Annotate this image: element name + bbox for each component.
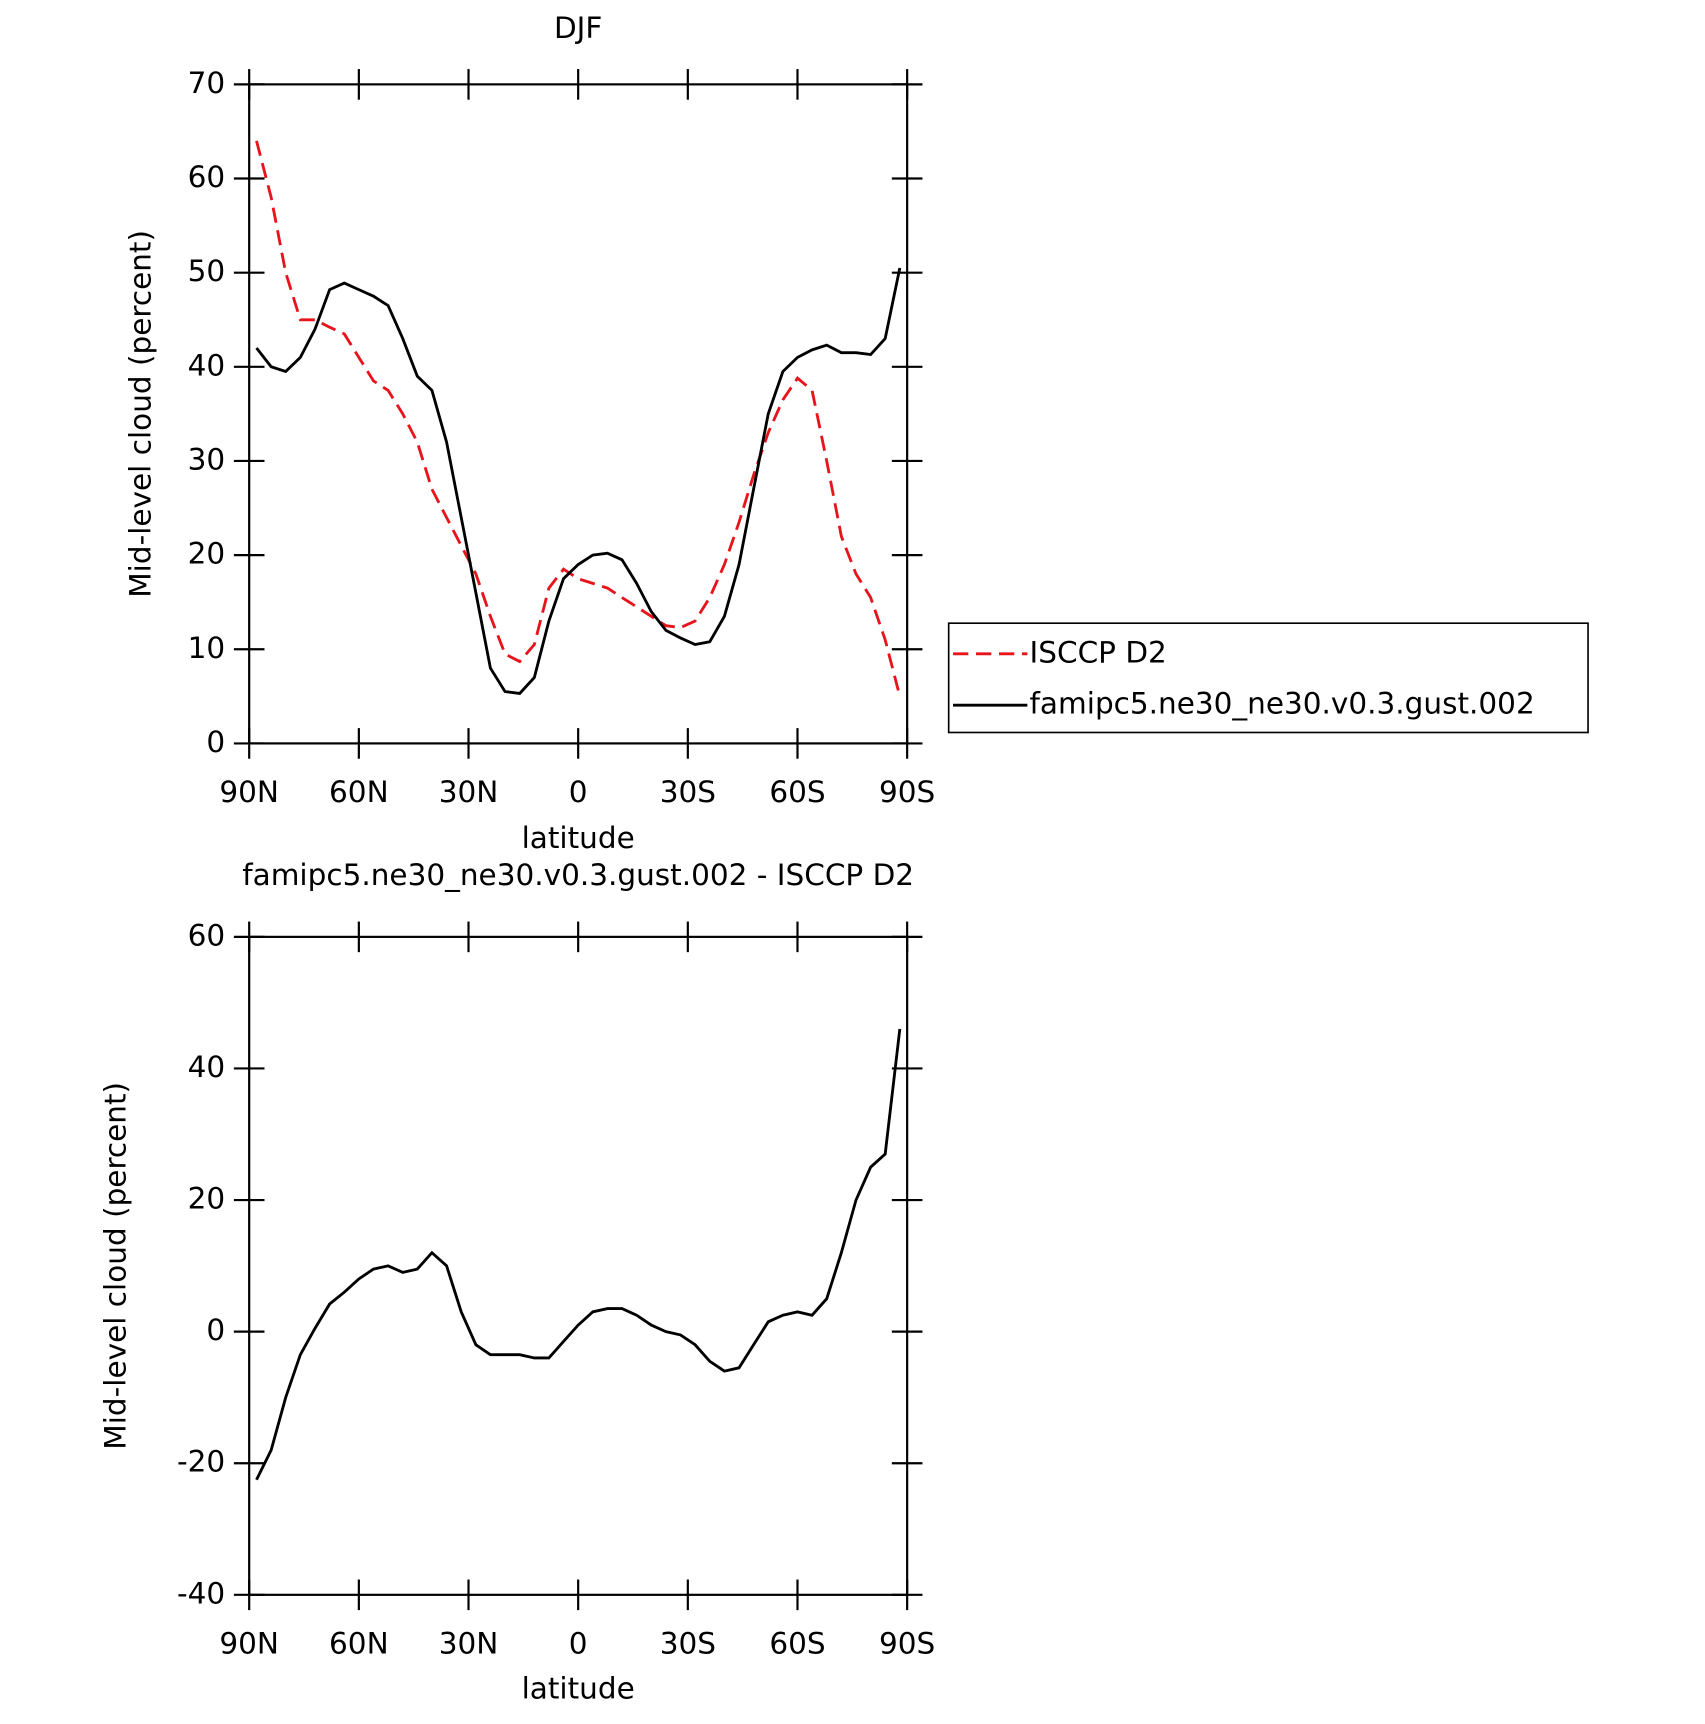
x-tick-label: 90S: [879, 775, 935, 809]
y-tick-label: 50: [188, 254, 226, 288]
x-tick-label: 30S: [660, 775, 716, 809]
x-axis-label: latitude: [522, 1671, 635, 1705]
legend-label: ISCCP D2: [1030, 635, 1167, 669]
data-line: [255, 140, 902, 697]
y-axis-label: Mid-level cloud (percent): [98, 1082, 132, 1450]
y-tick-label: 0: [206, 725, 225, 759]
y-tick-label: -20: [177, 1445, 225, 1479]
x-tick-label: 90N: [219, 775, 279, 809]
x-tick-label: 90S: [879, 1627, 935, 1661]
x-tick-label: 60S: [769, 1627, 825, 1661]
x-tick-label: 30N: [439, 1627, 499, 1661]
data-line: [255, 1028, 902, 1481]
plot-frame: [248, 935, 909, 1596]
legend-label: famipc5.ne30_ne30.v0.3.gust.002: [1030, 687, 1535, 721]
data-line: [255, 267, 902, 695]
x-axis-label: latitude: [522, 821, 635, 855]
x-tick-label: 30N: [439, 775, 499, 809]
x-tick-label: 90N: [219, 1627, 279, 1661]
y-tick-label: 40: [188, 1050, 226, 1084]
y-tick-label: 70: [188, 66, 226, 100]
x-tick-label: 60N: [329, 1627, 389, 1661]
y-tick-label: 60: [188, 918, 226, 952]
y-tick-label: 10: [188, 631, 226, 665]
y-tick-label: 20: [188, 537, 226, 571]
y-tick-label: 30: [188, 442, 226, 476]
chart-title: famipc5.ne30_ne30.v0.3.gust.002 - ISCCP …: [242, 858, 914, 892]
y-axis-label: Mid-level cloud (percent): [124, 230, 158, 598]
x-tick-label: 60N: [329, 775, 389, 809]
x-tick-label: 0: [569, 1627, 588, 1661]
chart-title: DJF: [554, 11, 602, 45]
y-tick-label: 20: [188, 1182, 226, 1216]
y-tick-label: 40: [188, 348, 226, 382]
x-tick-label: 0: [569, 775, 588, 809]
x-tick-label: 30S: [660, 1627, 716, 1661]
plot-frame: [248, 83, 909, 745]
y-tick-label: 60: [188, 160, 226, 194]
x-tick-label: 60S: [769, 775, 825, 809]
y-tick-label: 0: [206, 1313, 225, 1347]
legend-box: [947, 622, 1589, 734]
y-tick-label: -40: [177, 1576, 225, 1610]
